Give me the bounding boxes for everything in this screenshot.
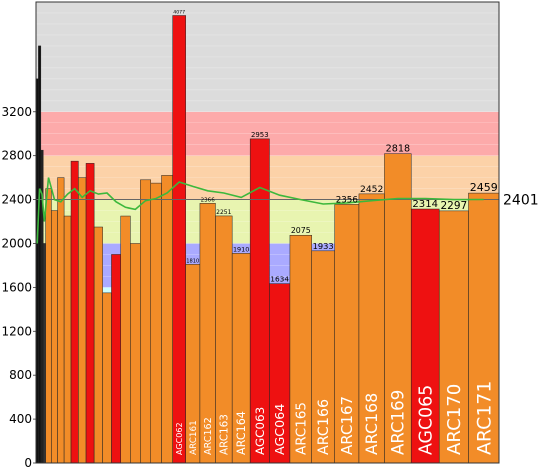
- plot-frame: [35, 1, 500, 464]
- bar-value-label: 2818: [386, 144, 411, 155]
- bar-value-label: 2251: [216, 209, 231, 216]
- bar-value-label: 2356: [336, 195, 358, 205]
- rating-band-7: [36, 2, 499, 112]
- bar-value-label: 2459: [470, 181, 498, 194]
- bar-value-label: 4077: [173, 10, 185, 16]
- bar-value-label: 2075: [291, 226, 311, 235]
- bar: [78, 177, 87, 464]
- bar: [150, 182, 162, 464]
- bar: [120, 215, 131, 464]
- bar: [334, 204, 360, 464]
- y-tick-label: 1200: [1, 324, 32, 338]
- bar: [38, 45, 42, 464]
- bar-contest-label: ARC162: [203, 417, 214, 455]
- bar: [358, 193, 385, 464]
- current-rating-label: 2401: [503, 192, 539, 208]
- bar: [410, 208, 440, 464]
- bar: [85, 163, 95, 464]
- bar: [51, 210, 58, 464]
- bars: [35, 15, 500, 464]
- bar-value-label: 2366: [201, 197, 216, 203]
- rating-trend-line: [36, 177, 484, 244]
- bar-contest-label: ARC166: [316, 399, 332, 455]
- bar-value-label: 1910: [233, 245, 249, 253]
- y-tick-label: 0: [24, 456, 32, 470]
- trend-polyline: [36, 177, 484, 244]
- bar-contest-label: ARC161: [189, 420, 199, 455]
- bar: [102, 292, 112, 464]
- bar: [45, 188, 52, 464]
- y-tick-label: 2800: [1, 149, 32, 163]
- bar: [93, 226, 103, 464]
- bar-contest-label: AGC062: [175, 422, 184, 455]
- bar-contest-label: ARC164: [235, 411, 248, 455]
- bar: [57, 177, 65, 464]
- bar-contest-label: ARC169: [389, 390, 408, 455]
- bar-value-label: 1634: [270, 275, 289, 284]
- bar-contest-label: ARC171: [473, 381, 495, 455]
- bar: [63, 215, 72, 464]
- bar: [70, 160, 79, 464]
- bar-contest-label: AGC065: [416, 385, 436, 455]
- bar-contest-label: AGC064: [272, 404, 287, 455]
- y-tick-label: 2400: [1, 193, 32, 207]
- y-tick-label: 800: [9, 368, 32, 382]
- bar-value-label: 2953: [251, 131, 269, 139]
- bar: [111, 254, 121, 464]
- bar: [161, 175, 173, 464]
- y-axis: 0 400 800 1200 1600 2000 2400 2800 3200: [1, 105, 36, 470]
- bar-value-label: 2452: [360, 184, 383, 195]
- bar-labels: 4077 AGC062 1810 ARC161 2366 ARC162 2251 ARC163…: [173, 10, 497, 455]
- bar-contest-label: ARC167: [338, 396, 356, 455]
- bar-value-label: 2297: [440, 200, 467, 212]
- bar: [172, 15, 186, 464]
- bar: [42, 243, 46, 464]
- bar-value-label: 2314: [412, 199, 438, 210]
- bar-contest-label: ARC165: [294, 402, 310, 455]
- y-tick-label: 3200: [1, 105, 32, 119]
- bar: [468, 192, 500, 464]
- bar-contest-label: ARC170: [444, 384, 465, 455]
- y-tick-label: 2000: [1, 236, 32, 250]
- bar-contest-label: ARC163: [218, 414, 230, 455]
- bar-value-label: 1933: [313, 241, 334, 251]
- bar: [140, 179, 151, 464]
- y-tick-label: 1600: [1, 280, 32, 294]
- bar: [130, 243, 141, 464]
- y-tick-label: 400: [9, 412, 32, 426]
- bar-contest-label: AGC063: [253, 407, 267, 455]
- bar-value-label: 1810: [186, 258, 199, 264]
- bar-contest-label: ARC168: [362, 393, 381, 455]
- bar: [438, 210, 469, 464]
